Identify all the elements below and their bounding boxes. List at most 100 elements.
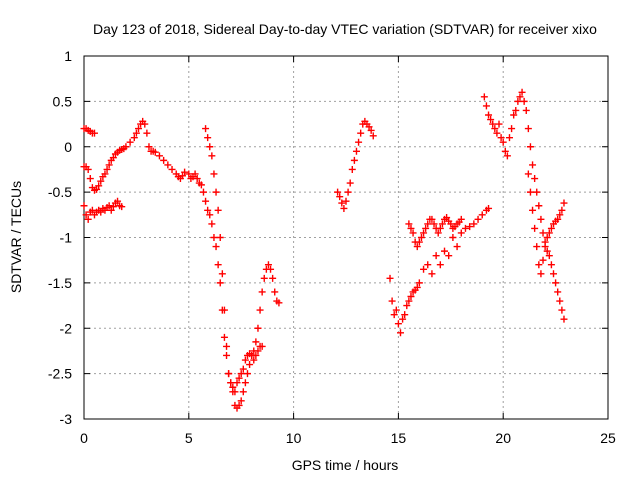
data-point [422, 224, 430, 232]
data-point [212, 243, 220, 251]
data-point [101, 170, 109, 178]
data-point [256, 306, 264, 314]
data-point [529, 161, 537, 169]
data-point [206, 143, 214, 151]
data-point [390, 311, 398, 319]
data-point [160, 156, 168, 164]
data-point [141, 120, 149, 128]
y-tick-label: -2 [60, 320, 73, 336]
data-point [155, 152, 163, 160]
data-point [508, 125, 516, 133]
data-point [403, 302, 411, 310]
series-segment-1a [80, 125, 98, 137]
data-point [344, 188, 352, 196]
data-point [151, 148, 159, 156]
data-point [275, 299, 283, 307]
data-point [179, 172, 187, 180]
data-point [531, 175, 539, 183]
data-point [415, 279, 423, 287]
series-segment-2 [202, 125, 266, 396]
x-axis-label: GPS time / hours [292, 457, 399, 473]
data-point [401, 311, 409, 319]
data-point [457, 229, 465, 237]
data-point [334, 188, 342, 196]
data-point [202, 125, 210, 133]
data-point [164, 161, 172, 169]
data-point [495, 120, 503, 128]
data-point [84, 215, 92, 223]
data-point [260, 274, 268, 282]
data-point [491, 125, 499, 133]
data-point [501, 147, 509, 155]
data-point [449, 234, 457, 241]
data-point [336, 193, 344, 201]
data-point [558, 306, 566, 314]
data-point [216, 234, 224, 241]
data-point [271, 288, 279, 296]
data-point [214, 206, 222, 214]
data-point [204, 206, 212, 214]
data-point [258, 342, 266, 350]
data-point [405, 220, 413, 228]
data-point [533, 243, 541, 251]
data-point [493, 129, 501, 137]
data-point [497, 134, 505, 142]
data-point [453, 243, 461, 251]
axis-ticks: 0 5 10 15 20 25 1 0.5 0 -0.5 -1 -1.5 -2 -2.5 -3 [48, 48, 616, 446]
data-point [239, 365, 247, 373]
data-point [367, 126, 375, 134]
data-point [352, 147, 360, 155]
data-point [357, 129, 365, 137]
data-point [103, 165, 111, 173]
data-point [97, 208, 105, 216]
data-point [552, 279, 560, 287]
data-markers [80, 88, 568, 412]
data-point [392, 306, 400, 314]
data-point [107, 206, 115, 214]
data-point [340, 204, 348, 212]
y-tick-label: -1 [60, 230, 73, 246]
data-point [84, 165, 92, 173]
data-point [436, 224, 444, 232]
data-point [235, 374, 243, 382]
data-point [554, 215, 562, 223]
data-point [193, 175, 201, 183]
data-point [541, 243, 549, 251]
data-point [269, 274, 277, 282]
data-point [505, 134, 513, 142]
data-point [237, 397, 245, 405]
data-point [522, 106, 530, 114]
data-point [122, 143, 130, 151]
data-point [560, 199, 568, 207]
data-point [547, 224, 555, 232]
data-point [428, 215, 436, 223]
data-point [434, 229, 442, 237]
data-point [413, 243, 421, 251]
data-point [447, 220, 455, 228]
data-point [185, 170, 193, 178]
y-tick-label: -2.5 [48, 366, 72, 382]
data-point [250, 356, 258, 364]
data-point [181, 168, 189, 176]
data-point [267, 265, 275, 273]
data-point [520, 97, 528, 105]
data-point [191, 170, 199, 178]
data-point [90, 129, 98, 137]
data-point [233, 379, 241, 387]
data-point [386, 274, 394, 282]
data-point [545, 252, 553, 260]
data-point [543, 234, 551, 241]
data-point [407, 292, 415, 300]
data-point [470, 220, 478, 228]
data-point [539, 256, 547, 264]
data-point [206, 211, 214, 219]
data-point [526, 143, 534, 151]
data-point [558, 206, 566, 214]
data-point [86, 175, 94, 183]
data-point [199, 188, 207, 196]
data-point [529, 206, 537, 214]
data-point [218, 270, 226, 278]
data-point [489, 120, 497, 128]
data-point [220, 333, 228, 341]
data-point [413, 283, 421, 291]
